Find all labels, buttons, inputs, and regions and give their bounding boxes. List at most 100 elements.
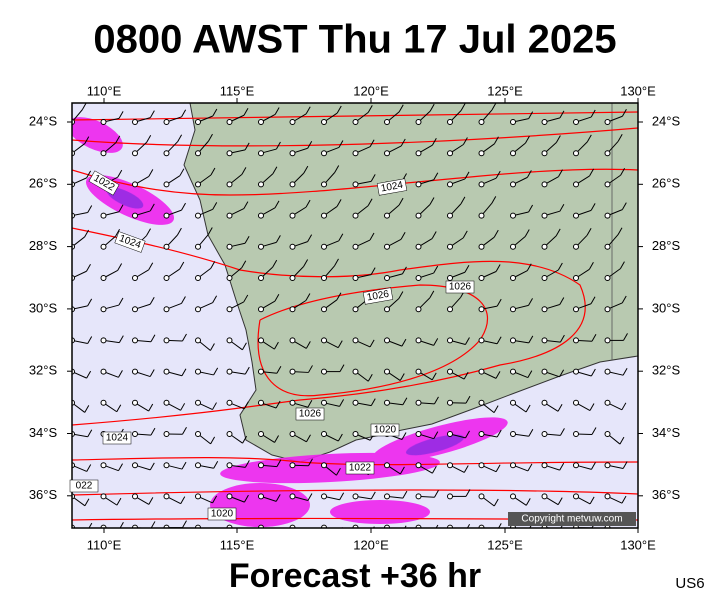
wind-barb	[274, 435, 280, 443]
station	[226, 119, 233, 125]
wind-barb	[86, 370, 92, 379]
wind-barb	[119, 522, 124, 528]
station	[100, 493, 107, 500]
wind-barb	[305, 199, 311, 208]
station	[321, 243, 327, 250]
station	[541, 243, 548, 250]
station	[415, 181, 422, 188]
isobar-label: 022	[69, 479, 99, 493]
wind-barb	[337, 433, 343, 442]
station	[604, 275, 611, 281]
station	[132, 368, 138, 375]
wind-barb	[369, 232, 375, 241]
wind-barb	[525, 498, 531, 506]
wind-barb	[370, 491, 376, 500]
wind-barb	[242, 342, 247, 351]
wind-barb	[181, 109, 187, 118]
wind-barb	[115, 229, 121, 237]
isobar-label: 1020	[370, 423, 400, 437]
wind-barb	[398, 197, 404, 206]
wind-barb	[243, 401, 249, 410]
wind-barb	[244, 366, 250, 375]
station	[258, 212, 264, 219]
station	[384, 399, 390, 406]
station	[604, 431, 611, 437]
lat-label-left: 30°S	[29, 300, 58, 315]
lon-label-top: 120°E	[353, 83, 389, 98]
station	[163, 181, 170, 188]
station	[415, 243, 422, 250]
isobar-label: 1022	[345, 461, 375, 475]
wind-barb	[527, 370, 533, 378]
wind-barb	[177, 134, 183, 142]
station	[541, 150, 548, 157]
station	[289, 399, 296, 406]
wind-barb	[87, 298, 93, 307]
wind-barb	[402, 490, 408, 499]
station	[226, 462, 233, 469]
wind-barb	[495, 371, 501, 379]
station	[447, 243, 453, 250]
station	[415, 337, 422, 344]
station	[604, 243, 611, 250]
station	[195, 150, 201, 157]
wind-barb	[307, 493, 313, 501]
isobar-label-bg	[207, 507, 237, 521]
wind-barb	[243, 530, 247, 537]
station	[226, 243, 233, 250]
wind-barb	[559, 297, 565, 305]
wind-barb	[339, 492, 345, 500]
station	[289, 119, 296, 125]
station	[352, 150, 359, 157]
wind-barb	[560, 428, 565, 436]
wind-barb	[117, 169, 123, 178]
model-code: US6	[675, 575, 704, 592]
station	[478, 493, 485, 500]
wind-barb	[88, 522, 93, 528]
isobar-label-bg	[69, 479, 99, 493]
wind-barb	[590, 296, 596, 304]
wind-barb	[306, 434, 311, 443]
isobar-label-bg	[445, 280, 475, 294]
station	[415, 150, 422, 157]
wind-barb	[559, 110, 565, 119]
station	[352, 337, 359, 344]
lat-label-right: 28°S	[652, 238, 681, 253]
wind-barb	[210, 436, 216, 445]
isobar-label-bg	[362, 287, 394, 305]
station	[321, 462, 327, 469]
wind-barb	[589, 403, 595, 411]
station	[541, 181, 548, 188]
station	[573, 431, 579, 437]
station	[100, 150, 107, 157]
wind-barb	[181, 296, 186, 304]
wind-barb	[272, 259, 278, 268]
wind-barb	[434, 396, 439, 405]
wind-barb	[591, 427, 597, 435]
station	[573, 181, 579, 188]
wind-barb	[559, 462, 565, 471]
wind-barb	[275, 235, 281, 243]
wind-barb	[619, 436, 625, 445]
wind-barb	[622, 367, 628, 376]
lat-label-left: 32°S	[29, 363, 58, 378]
wind-barb	[84, 136, 90, 144]
wind-barb	[525, 135, 530, 144]
wind-barb	[197, 527, 200, 528]
frame	[71, 102, 639, 529]
station	[384, 212, 390, 219]
wind-barb	[179, 261, 185, 270]
wind-barb	[146, 228, 151, 236]
wind-barb	[273, 341, 279, 350]
station	[163, 431, 170, 437]
station	[604, 150, 611, 157]
wind-barb	[244, 142, 250, 151]
wind-barb	[367, 198, 373, 206]
station	[289, 462, 296, 469]
wind-barb	[229, 527, 231, 528]
station	[258, 368, 264, 375]
wind-barb	[275, 529, 279, 536]
station	[226, 275, 233, 281]
wind-barb	[617, 134, 623, 142]
wind-barb	[176, 227, 182, 236]
